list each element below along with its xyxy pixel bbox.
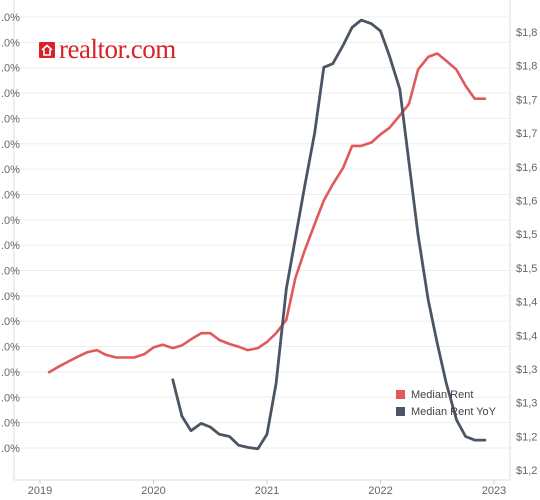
right-tick-label: $1,4 [516, 330, 537, 342]
right-tick-label: $1,4 [516, 297, 537, 309]
series-line-median-rent-yoy [171, 18, 487, 451]
left-tick-label: .0% [1, 392, 20, 404]
legend-label-median-rent-yoy: Median Rent YoY [411, 405, 497, 418]
x-tick-label: 2021 [255, 485, 279, 497]
gridlines [14, 16, 510, 449]
axes [13, 0, 511, 481]
right-tick-label: $1,6 [516, 162, 537, 174]
left-tick-label: .0% [1, 367, 20, 379]
left-tick-label: .0% [1, 113, 20, 125]
legend-item-median-rent: Median Rent [396, 386, 496, 403]
left-axis-ticks: .0% .0% .0% .0% .0% .0% .0% .0% .0% .0% .0% .0% .0%.… [1, 12, 20, 455]
left-tick-label: .0% [1, 266, 20, 278]
left-tick-label: .0% [1, 37, 20, 49]
right-tick-label: $1,5 [516, 263, 537, 275]
legend: Median Rent Median Rent YoY [396, 386, 496, 420]
left-tick-label: .0% [1, 342, 20, 354]
right-tick-label: $1,2 [516, 465, 537, 477]
left-tick-label: .0% [1, 418, 20, 430]
series-line-median-rent [47, 52, 487, 374]
right-tick-label: $1,5 [516, 229, 537, 241]
x-tick-label: 2022 [368, 485, 392, 497]
left-tick-label: .0% [1, 189, 20, 201]
left-tick-label: .0% [1, 164, 20, 176]
left-tick-label: .0% [1, 215, 20, 227]
series-lines [47, 18, 487, 451]
left-tick-label: .0% [1, 291, 20, 303]
left-tick-label: .0% [1, 316, 20, 328]
left-tick-label: .0% [1, 139, 20, 151]
legend-item-median-rent-yoy: Median Rent YoY [396, 403, 496, 420]
realtor-logo: realtor.com [38, 36, 176, 63]
left-tick-label: .0% [1, 63, 20, 75]
left-tick-label: .0% [1, 240, 20, 252]
left-tick-label: .0% [1, 12, 20, 24]
x-axis-ticks: 2019 2020 2021 2022 2023 [28, 480, 506, 497]
right-tick-label: $1,7 [516, 128, 537, 140]
logo-text: realtor.com [59, 34, 176, 64]
right-tick-label: $1,8 [516, 61, 537, 73]
legend-swatch-median-rent-yoy [396, 407, 405, 416]
left-tick-label: .0% [1, 88, 20, 100]
right-tick-label: $1,2 [516, 431, 537, 443]
x-tick-label: 2019 [28, 485, 52, 497]
left-tick-label: .0% [1, 443, 20, 455]
x-tick-label: 2023 [482, 485, 506, 497]
x-tick-label: 2020 [141, 485, 165, 497]
legend-swatch-median-rent [396, 390, 405, 399]
right-tick-label: $1,3 [516, 398, 537, 410]
house-icon [39, 41, 55, 58]
right-tick-label: $1,8 [516, 27, 537, 39]
legend-label-median-rent: Median Rent [411, 388, 474, 401]
right-tick-label: $1,3 [516, 364, 537, 376]
right-tick-label: $1,7 [516, 94, 537, 106]
right-tick-label: $1,6 [516, 196, 537, 208]
right-axis-ticks: $1,8 $1,8 $1,7 $1,7 $1,6 $1,6 $1,5 $1,5 $1,4 $1,4… [516, 27, 537, 477]
